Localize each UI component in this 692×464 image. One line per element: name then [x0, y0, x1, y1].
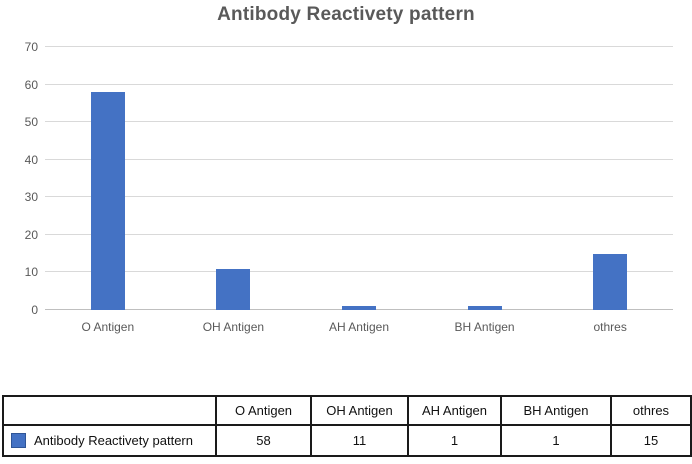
table-header-cell: BH Antigen [500, 395, 612, 426]
x-tick-label: othres [593, 320, 627, 334]
table-header-cell: othres [610, 395, 692, 426]
bar-slot [45, 47, 171, 310]
gridline [45, 83, 673, 85]
gridline [45, 158, 673, 160]
x-tick-label: BH Antigen [454, 320, 515, 334]
table-header-cell: O Antigen [215, 395, 312, 426]
bar-slot [422, 47, 548, 310]
y-tick-label: 50 [24, 115, 38, 130]
bar [593, 253, 628, 310]
table-header-cell: AH Antigen [407, 395, 502, 426]
bar [341, 306, 376, 310]
y-tick-label: 40 [24, 152, 38, 167]
table-value-cell: 11 [310, 424, 409, 457]
bar-slot [171, 47, 297, 310]
legend-swatch [11, 433, 26, 448]
bar [90, 92, 125, 310]
x-tick-label: O Antigen [81, 320, 135, 334]
gridline [45, 271, 673, 273]
table-header-cell: OH Antigen [310, 395, 409, 426]
table-value-cell: 1 [407, 424, 502, 457]
gridline [45, 233, 673, 235]
bars-row [45, 47, 673, 310]
table-data-row: Antibody Reactivety pattern 58 11 1 1 15 [2, 424, 692, 457]
x-tick-label: OH Antigen [202, 320, 265, 334]
y-tick-label: 10 [24, 265, 38, 280]
table-header-row: O Antigen OH Antigen AH Antigen BH Antigen o… [2, 395, 692, 426]
table-corner-cell [2, 395, 217, 426]
x-axis: O Antigen OH Antigen AH Antigen BH Antigen o… [45, 320, 673, 334]
y-tick-label: 30 [24, 190, 38, 205]
y-tick-label: 0 [31, 303, 38, 317]
series-label-cell: Antibody Reactivety pattern [2, 424, 217, 457]
bar [216, 268, 251, 310]
bar-slot [296, 47, 422, 310]
bar [467, 306, 502, 310]
bar-slot [547, 47, 673, 310]
y-tick-label: 60 [24, 77, 38, 92]
table-value-cell: 15 [610, 424, 692, 457]
y-tick-label: 20 [24, 227, 38, 242]
data-table: O Antigen OH Antigen AH Antigen BH Antigen o… [2, 395, 692, 457]
gridline [45, 121, 673, 123]
plot-area [45, 46, 673, 310]
gridline [45, 196, 673, 198]
table-value-cell: 1 [500, 424, 612, 457]
y-tick-label: 70 [24, 40, 38, 54]
chart-title: Antibody Reactivety pattern [217, 4, 475, 25]
x-tick-label: AH Antigen [328, 320, 389, 334]
gridline [45, 46, 673, 47]
series-label: Antibody Reactivety pattern [34, 433, 193, 448]
table-value-cell: 58 [215, 424, 312, 457]
